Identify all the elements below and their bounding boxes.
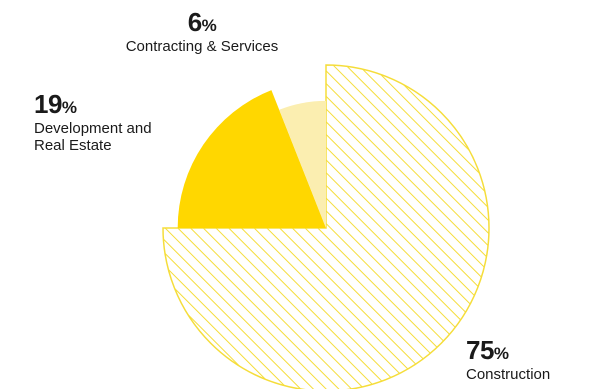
slice-value-development: 19 (34, 89, 62, 119)
slice-construction (162, 64, 490, 389)
slice-name-construction: Construction (466, 365, 551, 383)
slice-contracting (279, 100, 326, 228)
slice-name-contracting: Contracting & Services (125, 37, 279, 55)
slice-label-construction: 75% Construction (466, 335, 596, 383)
slice-development (177, 90, 326, 229)
slice-value-construction: 75 (466, 335, 494, 365)
slice-name-development: Development and Real Estate (34, 119, 152, 155)
slice-label-development: 19% Development and Real Estate (34, 89, 174, 155)
slice-value-contracting: 6 (187, 7, 202, 37)
slice-label-contracting: 6% Contracting & Services (96, 7, 308, 55)
percent-symbol: % (493, 344, 509, 363)
percent-symbol: % (201, 16, 217, 35)
percent-symbol: % (61, 98, 77, 117)
